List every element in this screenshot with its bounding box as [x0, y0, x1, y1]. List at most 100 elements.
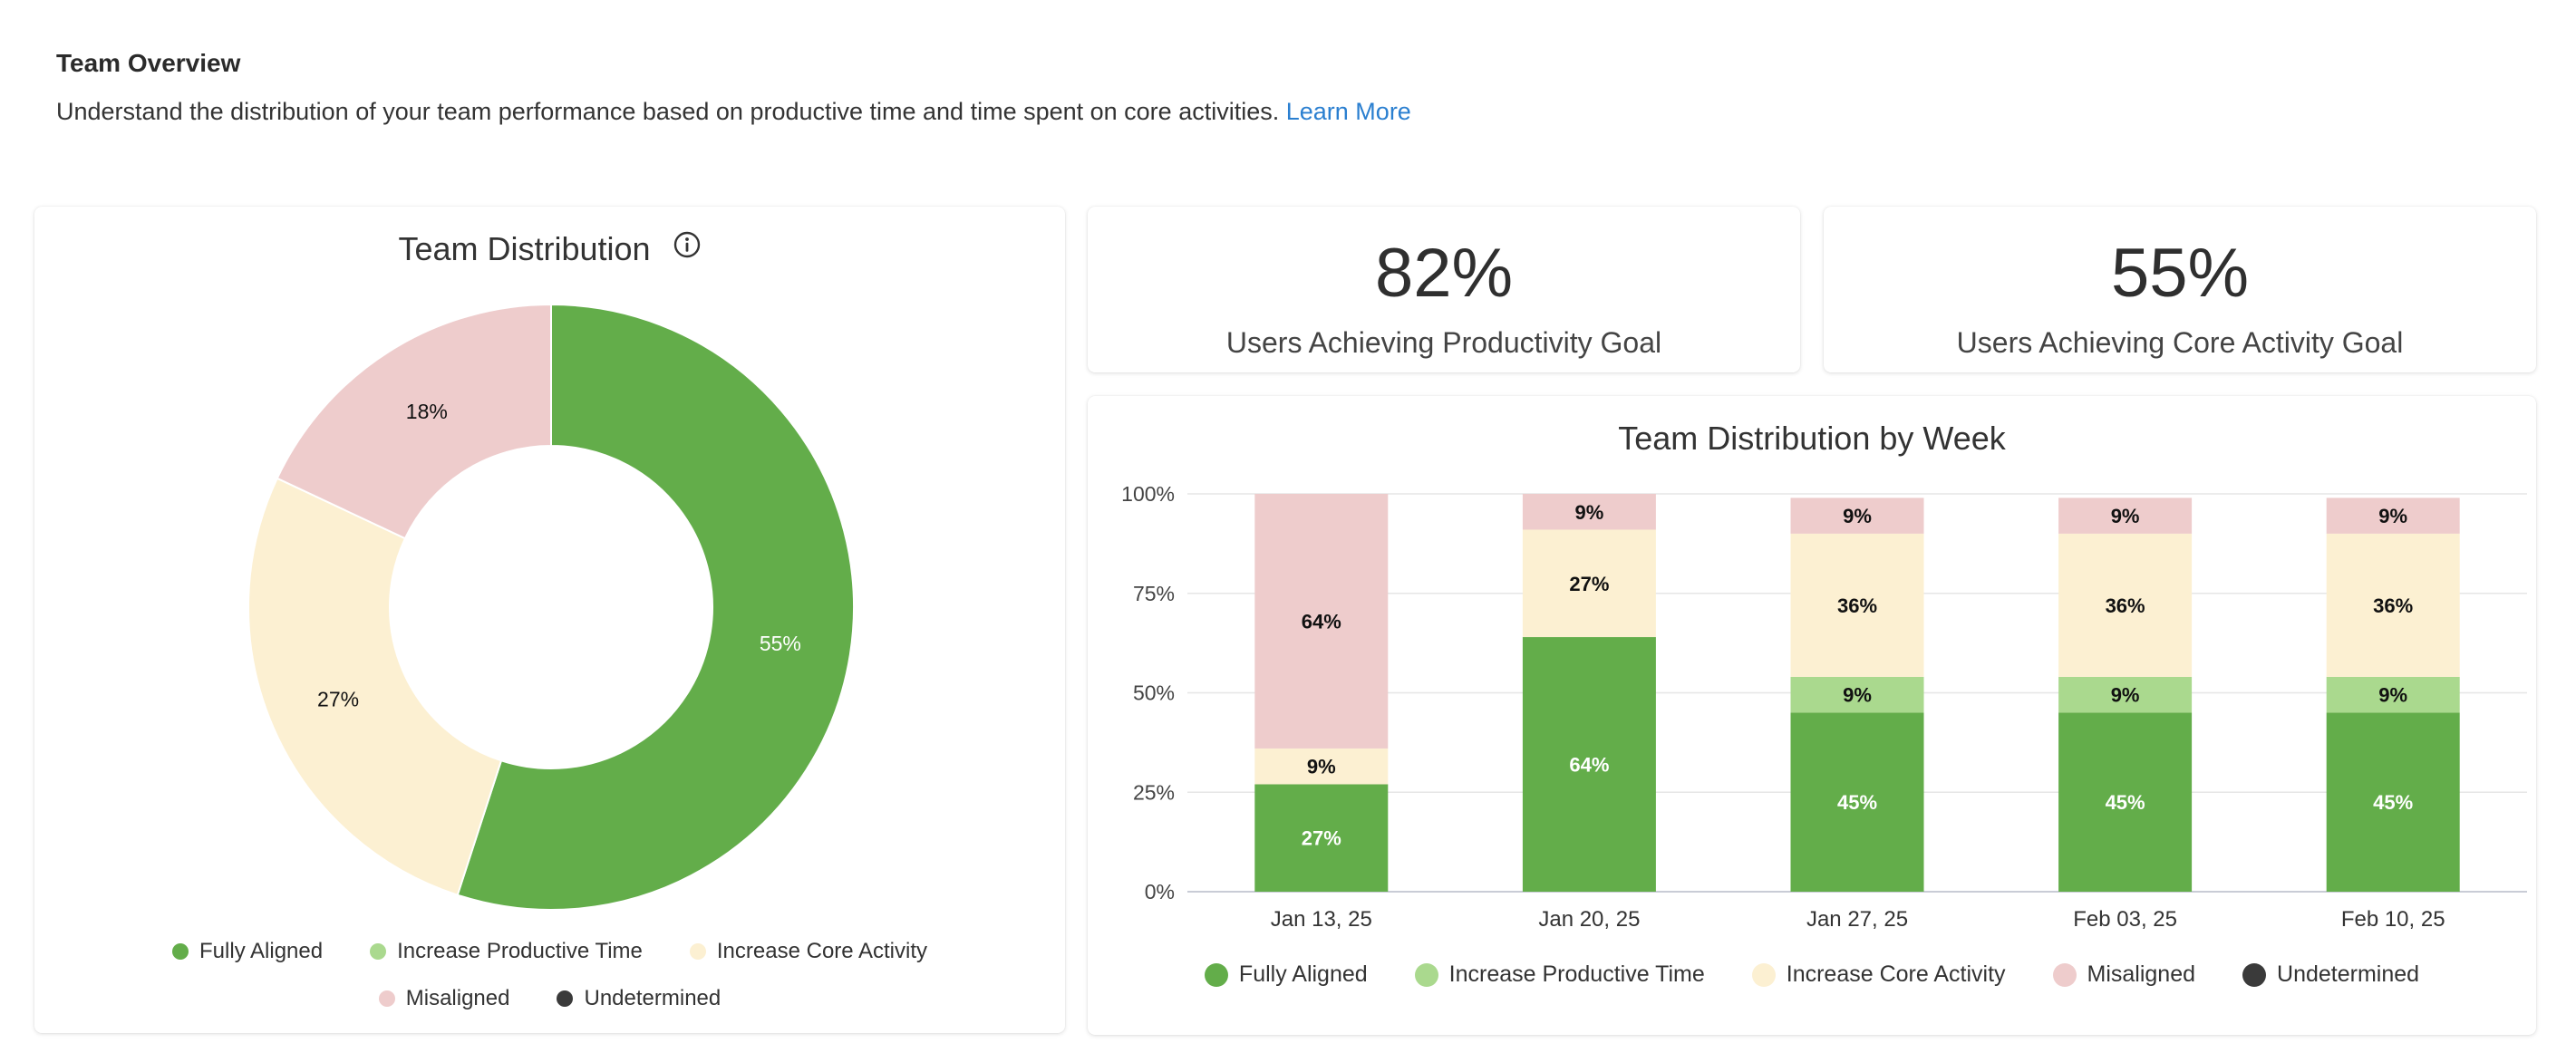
- bar-segment-increase-core-activity[interactable]: [1254, 748, 1389, 785]
- bar-segment-increase-productive-time[interactable]: [2058, 676, 2193, 713]
- legend-label-increase-productive-time: Increase Productive Time: [397, 939, 643, 963]
- bar-value-label: 45%: [1837, 791, 1877, 814]
- x-tick-label: Jan 20, 25: [1538, 907, 1640, 932]
- bar-value-label: 9%: [1843, 505, 1872, 527]
- bar-segment-misaligned[interactable]: [1254, 494, 1389, 749]
- bar-segment-increase-productive-time[interactable]: [1790, 676, 1924, 713]
- bar-segment-misaligned[interactable]: [1790, 498, 1924, 534]
- legend-label-increase-productive-time: Increase Productive Time: [1448, 961, 1705, 987]
- core-activity-goal-label: Users Achieving Core Activity Goal: [1956, 326, 2404, 359]
- legend-item-increase-core-activity[interactable]: Increase Core Activity: [689, 939, 927, 964]
- bar-value-label: 9%: [2378, 684, 2407, 707]
- donut-slice-label-fully-aligned: 55%: [760, 632, 801, 655]
- legend-label-undetermined: Undetermined: [584, 986, 721, 1010]
- donut-slice-label-increase-core-activity: 27%: [317, 688, 359, 711]
- page-title: Team Overview: [56, 49, 241, 77]
- weekly-distribution-title: Team Distribution by Week: [1618, 420, 2006, 457]
- bar-segment-increase-core-activity[interactable]: [2326, 533, 2460, 677]
- weekly-stacked-bar-chart: 0% 25% 50% 75% 100% 27% 9% 64% Jan 13, 25 64% 27% 9…: [1121, 482, 2527, 932]
- weekly-chart-legend: Fully Aligned Increase Productive Time Inc…: [1088, 961, 2536, 988]
- y-tick-label: 50%: [1133, 681, 1175, 705]
- learn-more-link[interactable]: Learn More: [1285, 98, 1411, 125]
- bar-value-label: 45%: [2106, 791, 2145, 814]
- legend-dot-undetermined: [557, 990, 574, 1007]
- x-tick-label: Jan 13, 25: [1271, 907, 1372, 932]
- bar-value-label: 27%: [1569, 573, 1609, 595]
- bar-value-label: 64%: [1569, 754, 1609, 777]
- legend-dot-misaligned: [2052, 962, 2077, 987]
- productivity-goal-value: 82%: [1374, 235, 1514, 312]
- legend-dot-increase-core-activity: [1751, 962, 1776, 987]
- legend-label-misaligned: Misaligned: [2087, 961, 2196, 987]
- legend-dot-increase-core-activity: [689, 943, 706, 960]
- description-text: Understand the distribution of your team…: [56, 98, 1280, 125]
- y-tick-label: 25%: [1133, 780, 1175, 804]
- legend-label-fully-aligned: Fully Aligned: [1238, 961, 1368, 987]
- bar-segment-increase-productive-time[interactable]: [2326, 676, 2460, 713]
- legend-item-increase-productive-time[interactable]: Increase Productive Time: [370, 939, 643, 964]
- bar-segment-fully-aligned[interactable]: [1790, 712, 1924, 892]
- weekly-distribution-card: Team Distribution by Week 0% 25% 50% 75% 100…: [1088, 396, 2536, 1035]
- bar-segment-increase-core-activity[interactable]: [1522, 529, 1656, 638]
- y-tick-label: 75%: [1133, 582, 1175, 605]
- bar-value-label: 9%: [1307, 756, 1336, 778]
- bar-segment-fully-aligned[interactable]: [2326, 712, 2460, 892]
- bar-segment-increase-core-activity[interactable]: [1790, 533, 1924, 677]
- bar-segment-misaligned[interactable]: [2326, 498, 2460, 534]
- donut-slice-misaligned[interactable]: [276, 303, 552, 540]
- bar-segment-fully-aligned[interactable]: [1254, 784, 1389, 892]
- legend-item-misaligned[interactable]: Misaligned: [2052, 961, 2196, 988]
- x-tick-label: Feb 03, 25: [2073, 907, 2177, 932]
- donut-legend-row-1: Fully Aligned Increase Productive Time Inc…: [34, 939, 1065, 964]
- legend-dot-fully-aligned: [172, 943, 189, 960]
- bar-segment-fully-aligned[interactable]: [2058, 712, 2193, 892]
- legend-dot-increase-productive-time: [370, 943, 387, 960]
- legend-item-fully-aligned[interactable]: Fully Aligned: [1204, 961, 1368, 988]
- bar-value-label: 36%: [2373, 594, 2413, 617]
- bar-value-label: 36%: [1837, 594, 1877, 617]
- productivity-goal-card: 82% Users Achieving Productivity Goal: [1088, 207, 1800, 372]
- bar-segment-fully-aligned[interactable]: [1522, 637, 1656, 892]
- legend-item-undetermined[interactable]: Undetermined: [557, 986, 721, 1011]
- legend-label-increase-core-activity: Increase Core Activity: [1786, 961, 2006, 987]
- legend-label-misaligned: Misaligned: [405, 986, 510, 1010]
- donut-slice-fully-aligned[interactable]: [456, 303, 855, 911]
- core-activity-goal-value: 55%: [2110, 235, 2250, 312]
- legend-item-fully-aligned[interactable]: Fully Aligned: [172, 939, 323, 964]
- bar-value-label: 9%: [2378, 505, 2407, 527]
- bar-value-label: 36%: [2106, 594, 2145, 617]
- team-distribution-title: Team Distribution: [34, 230, 1065, 268]
- x-tick-label: Feb 10, 25: [2341, 907, 2445, 932]
- bar-value-label: 9%: [1575, 501, 1604, 524]
- bar-value-label: 9%: [2111, 684, 2140, 707]
- team-distribution-card: Team Distribution 55% 27% 18% Fully Aligne…: [34, 207, 1065, 1033]
- legend-item-misaligned[interactable]: Misaligned: [378, 986, 510, 1011]
- donut-legend-row-2: Misaligned Undetermined: [34, 986, 1065, 1011]
- bar-value-label: 45%: [2373, 791, 2413, 814]
- page-description: Understand the distribution of your team…: [56, 98, 1411, 126]
- legend-label-increase-core-activity: Increase Core Activity: [716, 939, 927, 963]
- bar-value-label: 64%: [1302, 610, 1341, 633]
- legend-label-undetermined: Undetermined: [2277, 961, 2420, 987]
- donut-slice-increase-core-activity[interactable]: [247, 477, 503, 896]
- bar-segment-misaligned[interactable]: [2058, 498, 2193, 534]
- bar-value-label: 9%: [1843, 684, 1872, 707]
- legend-item-increase-productive-time[interactable]: Increase Productive Time: [1414, 961, 1705, 988]
- team-distribution-title-text: Team Distribution: [398, 230, 651, 267]
- legend-label-fully-aligned: Fully Aligned: [199, 939, 324, 963]
- x-tick-label: Jan 27, 25: [1806, 907, 1908, 932]
- bar-value-label: 27%: [1302, 827, 1341, 850]
- legend-item-increase-core-activity[interactable]: Increase Core Activity: [1751, 961, 2006, 988]
- legend-dot-misaligned: [378, 990, 395, 1007]
- y-tick-label: 100%: [1121, 482, 1175, 506]
- core-activity-goal-card: 55% Users Achieving Core Activity Goal: [1824, 207, 2536, 372]
- bar-value-label: 9%: [2111, 505, 2140, 527]
- legend-dot-fully-aligned: [1204, 962, 1228, 987]
- legend-dot-undetermined: [2242, 962, 2267, 987]
- bar-segment-misaligned[interactable]: [1522, 494, 1656, 530]
- bar-segment-increase-core-activity[interactable]: [2058, 533, 2193, 677]
- info-icon[interactable]: [673, 229, 702, 267]
- legend-dot-increase-productive-time: [1414, 962, 1438, 987]
- y-tick-label: 0%: [1145, 880, 1175, 903]
- legend-item-undetermined[interactable]: Undetermined: [2242, 961, 2419, 988]
